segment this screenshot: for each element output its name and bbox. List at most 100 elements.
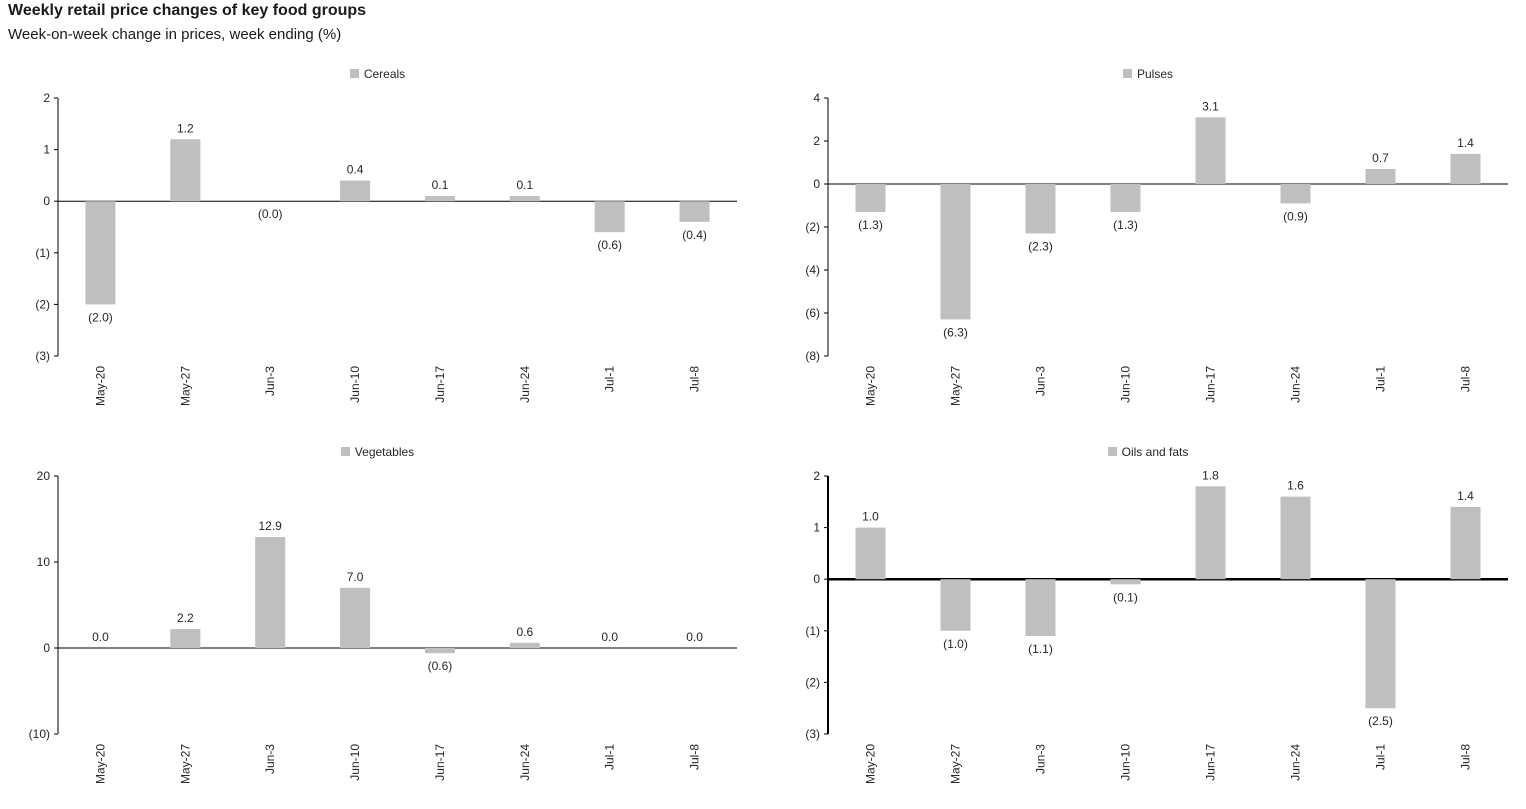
bar-cereals-May-20 [85,201,116,305]
data-label: 3.1 [1202,99,1219,113]
data-label: (1.3) [1113,218,1138,232]
legend-swatch-icon [1122,69,1132,79]
bar-vegetables-Jun-24 [509,642,540,648]
x-category-label: Jul-8 [1459,366,1473,392]
data-label: (0.1) [1113,590,1138,604]
y-tick-label: 2 [813,469,820,483]
x-category-label: May-20 [93,366,107,406]
x-category-label: May-27 [949,366,963,406]
x-category-label: Jun-10 [1119,366,1133,403]
bar-cereals-Jul-8 [679,201,710,222]
data-label: (2.5) [1368,714,1393,728]
y-tick-label: 0 [43,194,50,208]
y-tick-label: (8) [805,349,820,363]
y-tick-label: (2) [805,220,820,234]
x-category-label: May-20 [864,366,878,406]
y-tick-label: 10 [37,555,51,569]
bar-cereals-May-27 [170,139,201,202]
y-tick-label: 0 [813,572,820,586]
bar-oils-and-fats-Jul-1 [1365,579,1396,709]
y-tick-label: 2 [813,134,820,148]
data-label: 1.0 [862,510,879,524]
data-label: (0.4) [682,228,707,242]
bar-pulses-Jun-17 [1195,117,1226,184]
x-category-label: Jun-17 [1204,744,1218,781]
data-label: (1.1) [1028,642,1053,656]
data-label: 0.1 [432,178,449,192]
x-category-label: Jun-24 [518,744,532,781]
legend-swatch-icon [349,69,359,79]
x-category-label: May-20 [93,744,107,784]
data-label: 0.1 [516,178,533,192]
data-label: 0.0 [601,630,618,644]
y-tick-label: (2) [35,297,50,311]
y-tick-label: (6) [805,306,820,320]
bar-vegetables-May-27 [170,629,201,648]
data-label: 7.0 [347,570,364,584]
x-category-label: Jul-1 [603,366,617,392]
bar-oils-and-fats-Jun-17 [1195,486,1226,580]
y-tick-label: (3) [35,349,50,363]
y-tick-label: (2) [805,675,820,689]
pulses-chart-svg: 4 2 0 (2) (4) (6) (8) (1.3) May-20 (6.3) May-27 (2.… [805,91,1508,406]
vegetables-chart-svg: 20 10 0 (10) 0.0 May-20 2.2 May-27 12.9 Jun-3 7.0 J… [29,469,737,784]
bar-pulses-Jul-8 [1450,153,1481,184]
data-label: 0.0 [686,630,703,644]
legend-label: Pulses [1136,66,1174,81]
data-label: 1.4 [1457,489,1474,503]
data-label: (6.3) [943,325,968,339]
x-category-label: Jun-10 [348,366,362,403]
chart-vegetables: Vegetables 20 10 0 (10) 0.0 May-20 2.2 May-27 12… [0,436,755,809]
data-label: (1.3) [858,218,883,232]
y-tick-label: 0 [813,177,820,191]
bar-pulses-May-27 [940,184,971,320]
x-category-label: Jun-10 [1119,744,1133,781]
x-category-label: Jul-8 [1459,744,1473,770]
x-category-label: May-27 [949,744,963,784]
y-tick-label: (10) [29,727,50,741]
bar-cereals-Jul-1 [594,201,625,233]
y-tick-label: (1) [805,624,820,638]
data-label: (0.0) [258,207,283,221]
x-category-label: Jul-8 [688,366,702,392]
bar-vegetables-Jun-17 [424,648,455,654]
cereals-chart-svg: 2 1 0 (1) (2) (3) (2.0) May-20 1.2 May-27 (0.0) Jun… [35,91,737,406]
data-label: 1.2 [177,121,194,135]
bar-pulses-Jun-24 [1280,184,1311,204]
y-tick-label: 1 [43,143,50,157]
data-label: 1.4 [1457,136,1474,150]
data-label: 0.0 [92,630,109,644]
bar-pulses-May-20 [855,184,886,212]
legend-label: Cereals [363,66,406,81]
data-label: 12.9 [259,519,283,533]
x-category-label: Jul-1 [1374,366,1388,392]
page-title: Weekly retail price changes of key food … [8,2,367,19]
data-label: 0.6 [516,625,533,639]
page-subtitle: Week-on-week change in prices, week endi… [8,26,342,43]
x-category-label: May-27 [178,744,192,784]
x-category-label: Jun-3 [1034,744,1048,774]
x-category-label: May-20 [864,744,878,784]
chart-pulses: Pulses 4 2 0 (2) (4) (6) (8) (1.3) May-20 (6.3) Ma… [770,58,1526,430]
bar-cereals-Jun-24 [509,196,540,202]
x-category-label: Jun-17 [433,366,447,403]
bar-oils-and-fats-May-20 [855,527,886,580]
bar-oils-and-fats-Jul-8 [1450,506,1481,580]
data-label: (2.0) [88,310,113,324]
y-tick-label: 2 [43,91,50,105]
legend-label: Oils and fats [1121,444,1189,459]
chart-cereals: Cereals 2 1 0 (1) (2) (3) (2.0) May-20 1.2 May-27… [0,58,755,430]
bar-vegetables-Jun-3 [255,537,286,648]
bar-oils-and-fats-Jun-10 [1110,579,1141,585]
y-tick-label: 1 [813,521,820,535]
legend-swatch-icon [340,447,350,457]
chart-oils-and-fats: Oils and fats 2 1 0 (1) (2) (3) 1.0 May-20 (1.0)… [770,436,1526,809]
bar-cereals-Jun-10 [340,180,371,202]
x-category-label: Jun-17 [1204,366,1218,403]
x-category-label: Jun-24 [1289,744,1303,781]
legend-oils-and-fats: Oils and fats [770,444,1526,459]
data-label: 0.4 [347,163,364,177]
bar-oils-and-fats-May-27 [940,579,971,631]
data-label: (2.3) [1028,239,1053,253]
